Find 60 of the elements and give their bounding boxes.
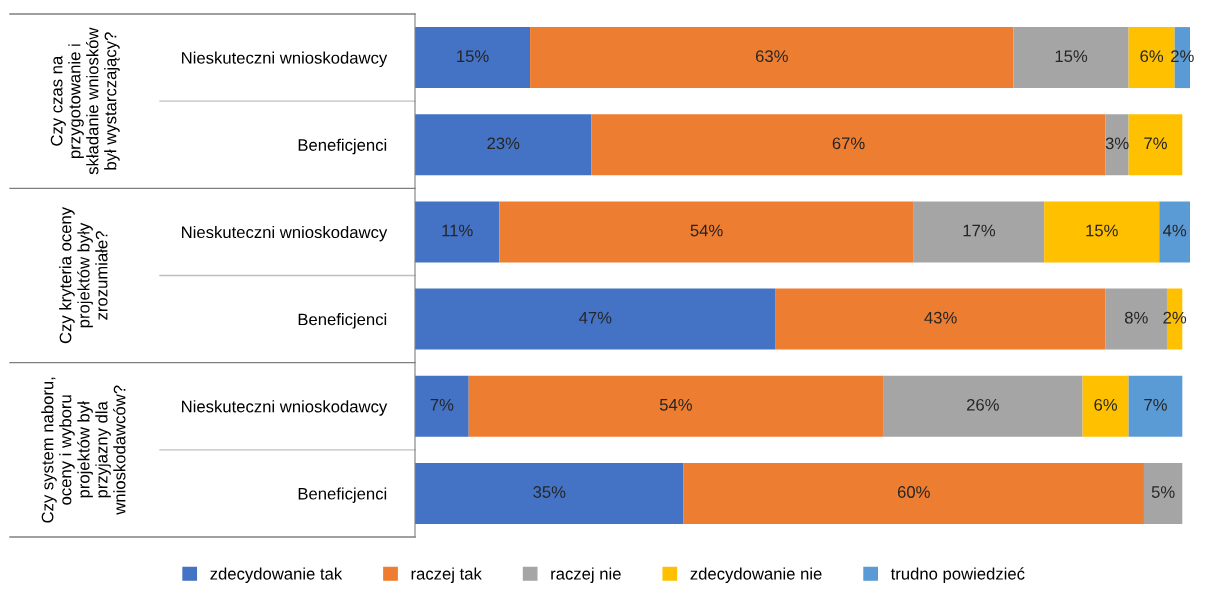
bar xyxy=(775,288,1106,350)
data-label: 7% xyxy=(430,398,454,411)
text: Czy system naboru, oceny i wyboru projektów był przyjazny dla wnioskodawców? xyxy=(41,377,126,523)
bar xyxy=(1013,27,1129,89)
bar xyxy=(1128,114,1183,176)
data-label: 35% xyxy=(533,486,566,498)
bar xyxy=(468,375,884,437)
legend-label: raczej nie xyxy=(551,567,621,583)
bar xyxy=(683,462,1144,524)
y-tick-label: Beneficjenci xyxy=(298,313,387,329)
legend-label: trudno powiedzieć xyxy=(890,567,1025,583)
data-label: 47% xyxy=(579,311,612,324)
legend-label: zdecydowanie nie xyxy=(690,567,822,583)
legend-label: raczej tak xyxy=(411,567,482,583)
data-label: 67% xyxy=(832,137,865,150)
bar xyxy=(1159,201,1190,263)
data-label: 6% xyxy=(1140,50,1164,63)
bar xyxy=(415,27,531,89)
data-label: 7% xyxy=(1144,137,1167,150)
legend-label: zdecydowanie tak xyxy=(210,567,343,583)
bar xyxy=(415,375,469,437)
data-label: 3% xyxy=(1105,137,1129,150)
y-tick-label: Nieskuteczni wnioskodawcy xyxy=(182,400,388,416)
text: Czy czas na przygotowanie i składanie wniosków był wystarczający? xyxy=(50,27,120,175)
data-label: 4% xyxy=(1162,224,1187,237)
bar xyxy=(1082,375,1129,437)
y-tick-label: Beneficjenci xyxy=(298,138,387,155)
data-label: 6% xyxy=(1094,398,1118,411)
data-label: 26% xyxy=(966,398,999,411)
bar xyxy=(591,114,1106,176)
data-label: 63% xyxy=(755,50,788,63)
data-label: 60% xyxy=(897,486,930,498)
bar xyxy=(1128,375,1183,437)
y-tick-label: Nieskuteczni wnioskodawcy xyxy=(182,51,388,68)
data-label: 15% xyxy=(1086,224,1118,237)
data-label: 54% xyxy=(659,398,692,411)
bar xyxy=(883,375,1083,437)
data-label: 54% xyxy=(690,224,723,237)
bar xyxy=(1044,201,1160,263)
data-label: 17% xyxy=(963,224,996,237)
bar xyxy=(499,201,914,263)
data-label: 11% xyxy=(442,224,473,237)
data-label: 7% xyxy=(1144,398,1167,411)
data-label: 15% xyxy=(457,50,489,63)
data-label: 15% xyxy=(1055,50,1088,63)
y-tick-label: Nieskuteczni wnioskodawcy xyxy=(182,225,388,242)
bar xyxy=(1105,114,1129,176)
data-label: 43% xyxy=(924,311,957,324)
y-tick-label: Beneficjenci xyxy=(298,487,387,503)
data-label: 23% xyxy=(487,137,520,150)
bar xyxy=(1143,462,1183,524)
text: Czy kryteria oceny projektów były zrozumiałe? xyxy=(59,206,108,344)
bar xyxy=(415,288,776,350)
bar xyxy=(415,114,592,176)
bar xyxy=(530,27,1014,89)
bar xyxy=(415,201,500,263)
data-label: 8% xyxy=(1124,311,1148,324)
data-label: 5% xyxy=(1151,486,1175,498)
bar xyxy=(415,462,684,524)
bar xyxy=(913,201,1045,263)
